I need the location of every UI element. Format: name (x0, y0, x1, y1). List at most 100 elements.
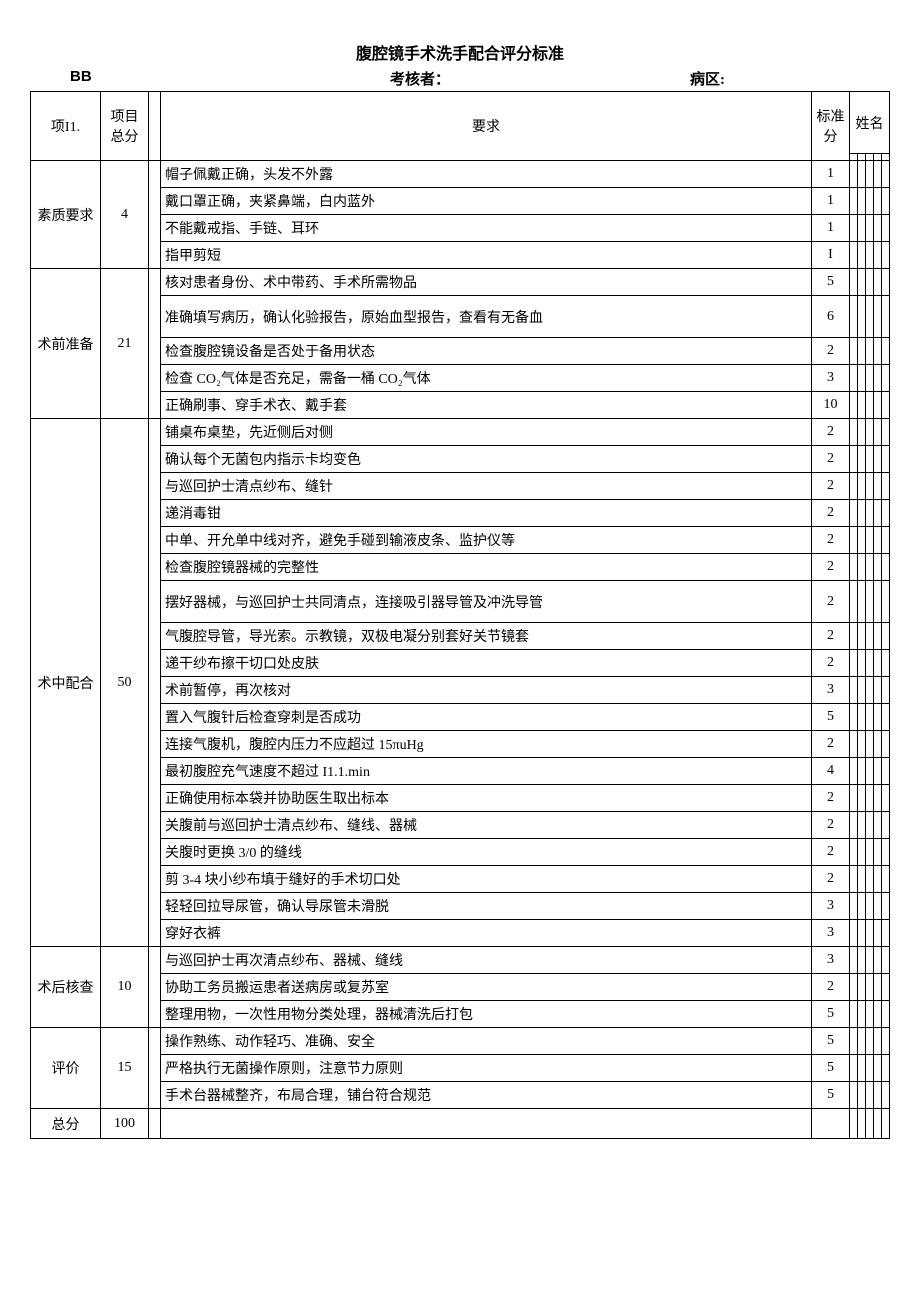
gap-cell (149, 1109, 161, 1139)
score-cell: 2 (812, 650, 850, 677)
name-score-cell (874, 812, 882, 839)
name-score-cell (874, 785, 882, 812)
section-total: 50 (101, 419, 149, 947)
gap-cell (149, 947, 161, 1028)
name-score-cell (874, 446, 882, 473)
section-item: 素质要求 (31, 161, 101, 269)
name-score-cell (866, 812, 874, 839)
name-score-cell (850, 785, 858, 812)
name-score-cell (866, 704, 874, 731)
score-cell: 2 (812, 581, 850, 623)
name-score-cell (850, 1055, 858, 1082)
name-score-cell (866, 866, 874, 893)
name-score-cell (850, 650, 858, 677)
score-cell: 6 (812, 296, 850, 338)
score-cell: 2 (812, 812, 850, 839)
name-score-cell (882, 296, 890, 338)
name-score-cell (882, 758, 890, 785)
score-cell: 3 (812, 893, 850, 920)
name-score-cell (850, 758, 858, 785)
name-col-1 (850, 154, 858, 161)
name-score-cell (882, 1082, 890, 1109)
name-score-cell (882, 473, 890, 500)
requirement-cell: 关腹时更换 3/0 的缝线 (161, 839, 812, 866)
name-score-cell (858, 392, 866, 419)
name-score-cell (866, 338, 874, 365)
name-score-cell (858, 866, 866, 893)
name-score-cell (858, 839, 866, 866)
name-score-cell (858, 269, 866, 296)
name-score-cell (874, 1001, 882, 1028)
requirement-cell: 严格执行无菌操作原则，注意节力原则 (161, 1055, 812, 1082)
score-cell: I (812, 242, 850, 269)
name-score-cell (858, 893, 866, 920)
requirement-cell: 穿好衣裤 (161, 920, 812, 947)
name-score-cell (874, 242, 882, 269)
score-cell: 2 (812, 974, 850, 1001)
name-score-cell (882, 1001, 890, 1028)
col-item-header: 项I1. (31, 92, 101, 161)
name-col-2 (858, 154, 866, 161)
requirement-cell: 正确使用标本袋并协助医生取出标本 (161, 785, 812, 812)
table-row: 术前准备21核对患者身份、术中带药、手术所需物品5 (31, 269, 890, 296)
name-score-cell (882, 392, 890, 419)
gap-cell (149, 161, 161, 269)
name-score-cell (858, 446, 866, 473)
table-header-row: 项I1. 项目总分 要求 标准分 姓名 (31, 92, 890, 154)
name-score-cell (866, 446, 874, 473)
name-score-cell (882, 1055, 890, 1082)
name-score-cell (874, 893, 882, 920)
gap-cell (149, 269, 161, 419)
requirement-cell: 准确填写病历，确认化验报告，原始血型报告，查看有无备血 (161, 296, 812, 338)
name-score-cell (850, 554, 858, 581)
score-cell: 5 (812, 1001, 850, 1028)
name-score-cell (882, 338, 890, 365)
score-cell: 2 (812, 473, 850, 500)
section-total: 15 (101, 1028, 149, 1109)
name-score-cell (858, 947, 866, 974)
name-score-cell (882, 677, 890, 704)
table-row: 术中配合50铺桌布桌垫，先近侧后对侧2 (31, 419, 890, 446)
name-score-cell (874, 365, 882, 392)
score-cell: 2 (812, 554, 850, 581)
name-score-cell (866, 785, 874, 812)
requirement-cell: 确认每个无菌包内指示卡均变色 (161, 446, 812, 473)
name-score-cell (874, 554, 882, 581)
name-score-cell (858, 704, 866, 731)
name-score-cell (858, 338, 866, 365)
name-score-cell (874, 704, 882, 731)
name-score-cell (882, 920, 890, 947)
name-col-4 (874, 154, 882, 161)
name-score-cell (882, 527, 890, 554)
requirement-cell: 指甲剪短 (161, 242, 812, 269)
name-score-cell (858, 581, 866, 623)
name-score-cell (866, 1001, 874, 1028)
name-score-cell (858, 677, 866, 704)
name-score-cell (858, 785, 866, 812)
name-score-cell (882, 215, 890, 242)
name-score-cell (858, 242, 866, 269)
name-score-cell (874, 866, 882, 893)
name-score-cell (866, 1082, 874, 1109)
name-score-cell (850, 500, 858, 527)
name-score-cell (866, 215, 874, 242)
name-score-cell (850, 731, 858, 758)
requirement-cell: 帽子佩戴正确，头发不外露 (161, 161, 812, 188)
name-score-cell (850, 473, 858, 500)
name-score-cell (850, 527, 858, 554)
name-score-cell (866, 1055, 874, 1082)
gap-cell (149, 1028, 161, 1109)
name-score-cell (858, 1109, 866, 1139)
name-score-cell (858, 812, 866, 839)
name-score-cell (858, 500, 866, 527)
requirement-cell: 检查腹腔镜器械的完整性 (161, 554, 812, 581)
header-ward: 病区: (690, 68, 890, 89)
requirement-cell: 连接气腹机，腹腔内压力不应超过 15πuHg (161, 731, 812, 758)
name-score-cell (858, 473, 866, 500)
name-score-cell (882, 839, 890, 866)
name-score-cell (850, 215, 858, 242)
name-score-cell (882, 650, 890, 677)
name-score-cell (850, 1001, 858, 1028)
name-score-cell (874, 215, 882, 242)
name-score-cell (882, 893, 890, 920)
